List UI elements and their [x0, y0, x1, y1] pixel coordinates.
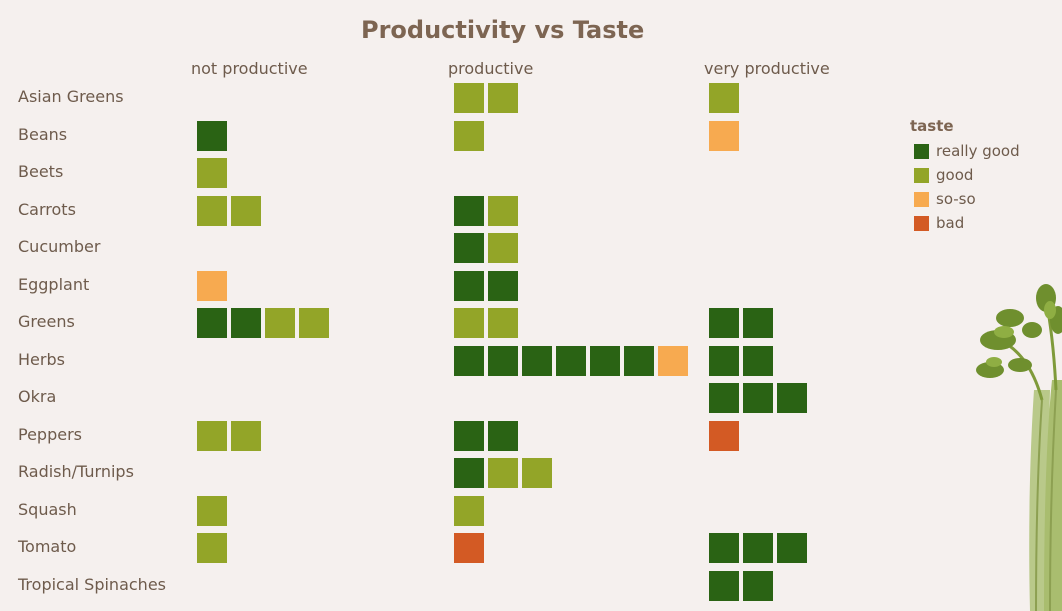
taste-square: [743, 533, 773, 563]
row-label: Greens: [18, 312, 75, 331]
legend-title: taste: [910, 117, 954, 135]
column-header-very-productive: very productive: [704, 59, 830, 78]
taste-square: [488, 420, 518, 451]
taste-square: [488, 233, 518, 263]
row-label: Eggplant: [18, 274, 90, 294]
taste-square: [197, 120, 227, 151]
legend-item: so-so: [910, 187, 1020, 211]
row-label: Beets: [18, 162, 64, 181]
legend-swatch: [914, 191, 929, 207]
taste-square: [590, 345, 620, 376]
taste-square: [709, 383, 739, 413]
row-label: Asian Greens: [18, 87, 124, 106]
taste-square: [777, 533, 807, 563]
legend-items: really good good so-so bad: [910, 139, 1020, 235]
row-label: Cucumber: [18, 237, 101, 256]
taste-square: [197, 533, 227, 563]
row-label: Beans: [18, 124, 68, 144]
celery-icon: [976, 284, 1062, 611]
legend-swatch: [914, 215, 929, 231]
legend-label: bad: [936, 214, 965, 232]
row-label: Peppers: [18, 424, 82, 444]
taste-square: [197, 308, 227, 338]
legend: taste really good good so-so bad: [910, 117, 1020, 235]
taste-square: [454, 420, 484, 451]
taste-square: [777, 383, 807, 413]
taste-square: [454, 495, 484, 526]
taste-square: [743, 345, 773, 376]
taste-square: [454, 270, 484, 301]
taste-square: [709, 83, 739, 113]
row-label: Tomato: [18, 537, 77, 556]
row-label: Radish/Turnips: [18, 462, 134, 481]
taste-square: [488, 308, 518, 338]
taste-square: [709, 345, 739, 376]
taste-square: [522, 345, 552, 376]
taste-square: [743, 383, 773, 413]
taste-square: [488, 270, 518, 301]
taste-square: [709, 570, 739, 601]
taste-square: [299, 308, 329, 338]
chart-title: Productivity vs Taste: [361, 16, 645, 44]
taste-square: [231, 308, 261, 338]
taste-square: [454, 195, 484, 226]
taste-square: [197, 195, 227, 226]
taste-square: [709, 308, 739, 338]
row-label: Carrots: [18, 199, 76, 219]
taste-square: [454, 458, 484, 488]
column-header-productive: productive: [448, 59, 534, 78]
legend-label: so-so: [936, 190, 976, 208]
taste-square: [709, 120, 739, 151]
taste-square: [709, 420, 739, 451]
taste-square: [454, 308, 484, 338]
legend-label: really good: [936, 142, 1020, 160]
row-label: Okra: [18, 387, 57, 406]
taste-square: [556, 345, 586, 376]
column-header-not-productive: not productive: [191, 59, 308, 78]
taste-square: [624, 345, 654, 376]
legend-swatch: [914, 167, 929, 183]
taste-square: [197, 420, 227, 451]
taste-square: [488, 195, 518, 226]
taste-square: [658, 345, 688, 376]
taste-square: [743, 570, 773, 601]
legend-item: good: [910, 163, 1020, 187]
taste-square: [197, 270, 227, 301]
taste-square: [488, 458, 518, 488]
legend-item: really good: [910, 139, 1020, 163]
legend-swatch: [914, 143, 929, 159]
legend-label: good: [936, 166, 974, 184]
taste-square: [454, 233, 484, 263]
taste-square: [231, 195, 261, 226]
taste-square: [743, 308, 773, 338]
taste-square: [488, 345, 518, 376]
row-label: Herbs: [18, 349, 65, 369]
taste-square: [454, 533, 484, 563]
taste-square: [231, 420, 261, 451]
taste-square: [488, 83, 518, 113]
taste-square: [709, 533, 739, 563]
taste-square: [197, 158, 227, 188]
legend-item: bad: [910, 211, 1020, 235]
taste-square: [265, 308, 295, 338]
taste-square: [454, 345, 484, 376]
taste-square: [454, 120, 484, 151]
row-label: Squash: [18, 499, 77, 519]
row-label: Tropical Spinaches: [18, 574, 166, 594]
taste-square: [197, 495, 227, 526]
taste-square: [454, 83, 484, 113]
taste-square: [522, 458, 552, 488]
